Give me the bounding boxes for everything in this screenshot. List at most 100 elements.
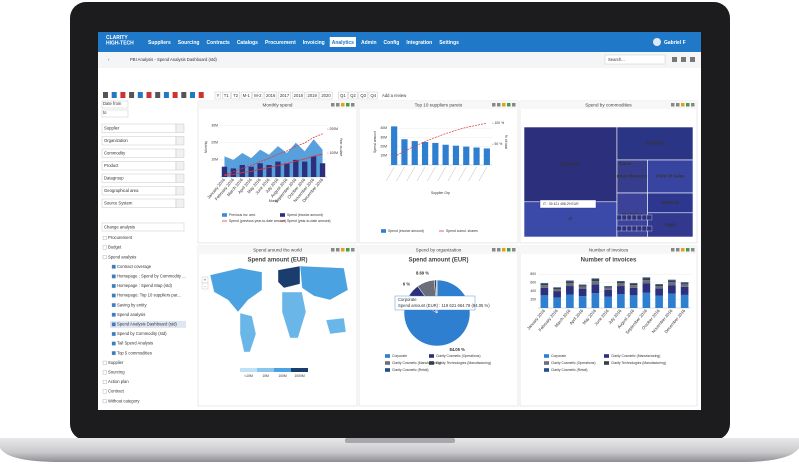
filter-toolbar-icon[interactable] [111, 92, 117, 98]
tree-item[interactable]: Sourcing [108, 370, 125, 375]
panel-icon[interactable] [346, 103, 350, 107]
nav-item[interactable]: Invoicing [303, 40, 325, 46]
period-button[interactable] [368, 91, 378, 100]
toolbar-icon[interactable] [672, 57, 677, 62]
treemap-cell[interactable] [647, 212, 694, 238]
filter-toolbar-icon[interactable] [120, 92, 126, 98]
tree-child[interactable]: Homepage : Spend Map (std) [117, 283, 173, 288]
legend-label[interactable]: Clarity Cosmetic (Operations) [436, 354, 480, 358]
tree-leaf-icon[interactable] [111, 312, 116, 317]
panel-icon[interactable] [502, 248, 506, 252]
filter-toolbar-icon[interactable] [155, 92, 161, 98]
period-button[interactable] [348, 91, 358, 100]
change-analysis-field[interactable] [101, 222, 185, 232]
period-button[interactable] [240, 91, 252, 100]
filter-dropdown[interactable] [175, 186, 185, 196]
user-avatar[interactable] [653, 38, 661, 46]
panel-icon[interactable] [691, 248, 695, 252]
panel-icon[interactable] [691, 103, 695, 107]
period-label[interactable]: Q3 [360, 93, 366, 98]
zoom-out[interactable] [201, 282, 209, 290]
tree-child[interactable]: Top 5 commodities [117, 350, 152, 355]
tree-child[interactable]: Homepage: Top 10 suppliers par... [117, 293, 181, 298]
tree-toggle[interactable] [102, 380, 107, 384]
period-label[interactable]: T1 [224, 93, 230, 98]
nav-item[interactable]: Suppliers [148, 40, 171, 46]
zoom-out-label[interactable]: - [204, 283, 206, 288]
filter-dropdown[interactable] [175, 173, 185, 183]
legend-label[interactable]: Spend (invoice amount) [287, 213, 323, 217]
tree-item[interactable]: Contract [108, 389, 125, 394]
filter-toolbar-icon[interactable] [163, 92, 169, 98]
date-from-input[interactable] [101, 100, 129, 109]
period-button[interactable] [291, 91, 305, 100]
tree-toggle[interactable] [102, 360, 107, 365]
panel-icon[interactable] [681, 103, 685, 107]
tree-leaf-icon[interactable] [111, 322, 116, 327]
filter-toolbar-icon[interactable] [198, 92, 204, 98]
legend-label[interactable]: Corporate [392, 354, 407, 358]
nav-item[interactable]: Analytics [332, 40, 354, 46]
tree-child[interactable]: Spend analysis [117, 312, 145, 317]
nav-item[interactable]: Contracts [206, 40, 230, 46]
period-label[interactable]: 2020 [321, 93, 331, 98]
tree-item[interactable]: Without category [108, 398, 140, 403]
legend-label[interactable]: Clarity Cosmetic (Operations) [551, 361, 595, 365]
map-region[interactable] [299, 265, 349, 301]
tree-item[interactable]: Spend analysis [108, 254, 136, 259]
panel-icon[interactable] [676, 103, 680, 107]
map-region[interactable] [281, 291, 307, 339]
period-button[interactable] [278, 91, 291, 100]
treemap-cell[interactable] [523, 126, 618, 203]
panel-icon[interactable] [512, 248, 516, 252]
user-name[interactable]: Gabriel F [664, 40, 686, 46]
tree-item[interactable]: Action plan [108, 379, 129, 384]
tree-child[interactable]: Saving by entity [117, 302, 147, 307]
tree-toggle[interactable] [102, 255, 107, 260]
tree-leaf-icon[interactable] [111, 303, 116, 308]
period-button[interactable] [231, 91, 240, 100]
legend-label[interactable]: Spend (previous year-to-date amount) [229, 219, 286, 223]
panel-icon[interactable] [331, 103, 335, 107]
filter-toolbar-icon[interactable] [137, 92, 143, 98]
legend-label[interactable]: Corporate [551, 354, 566, 358]
nav-item[interactable]: Config [384, 40, 400, 46]
date-to-input[interactable] [101, 109, 129, 118]
panel-icon[interactable] [497, 248, 501, 252]
period-button[interactable] [252, 91, 264, 100]
tree-toggle[interactable] [102, 370, 107, 375]
panel-icon[interactable] [497, 103, 501, 107]
period-label[interactable]: T2 [233, 93, 239, 98]
filter-toolbar-icon[interactable] [103, 92, 108, 98]
legend-label[interactable]: Spend cumul. shares [446, 229, 478, 233]
panel-icon[interactable] [686, 248, 690, 252]
period-label[interactable]: M-1 [243, 93, 251, 98]
zoom-in-label[interactable]: + [204, 277, 207, 282]
legend-label[interactable]: Clarity Cosmetic (Manufacturing) [392, 361, 441, 365]
toolbar-icon[interactable] [681, 57, 686, 62]
period-button[interactable] [319, 91, 333, 100]
tree-leaf-icon[interactable] [111, 284, 116, 288]
period-button[interactable] [214, 91, 221, 100]
tree-toggle[interactable] [102, 399, 107, 404]
nav-item[interactable]: Procurement [265, 40, 296, 46]
tree-child[interactable]: Spend by Commodity (std) [117, 331, 167, 336]
tree-leaf-icon[interactable] [111, 341, 116, 346]
panel-icon[interactable] [492, 103, 496, 107]
panel-icon[interactable] [341, 103, 345, 107]
legend-label[interactable]: Clarity Technologies (Manufacturing) [611, 361, 666, 365]
legend-label[interactable]: Spend (year-to-date amount) [287, 219, 331, 223]
add-review[interactable]: Add a review [382, 93, 407, 98]
nav-item[interactable]: Sourcing [178, 40, 200, 46]
legend-label[interactable]: Clarity Cosmetic (Retail) [551, 368, 588, 372]
period-button[interactable] [222, 91, 231, 100]
panel-icon[interactable] [336, 248, 340, 252]
period-button[interactable] [338, 91, 348, 100]
tree-toggle[interactable] [102, 245, 107, 250]
period-label[interactable]: 2019 [308, 93, 318, 98]
period-label[interactable]: 2017 [280, 93, 290, 98]
nav-item[interactable]: Settings [439, 40, 459, 46]
search-box[interactable] [604, 54, 666, 65]
tree-leaf-icon[interactable] [111, 264, 116, 269]
panel-icon[interactable] [512, 103, 516, 107]
